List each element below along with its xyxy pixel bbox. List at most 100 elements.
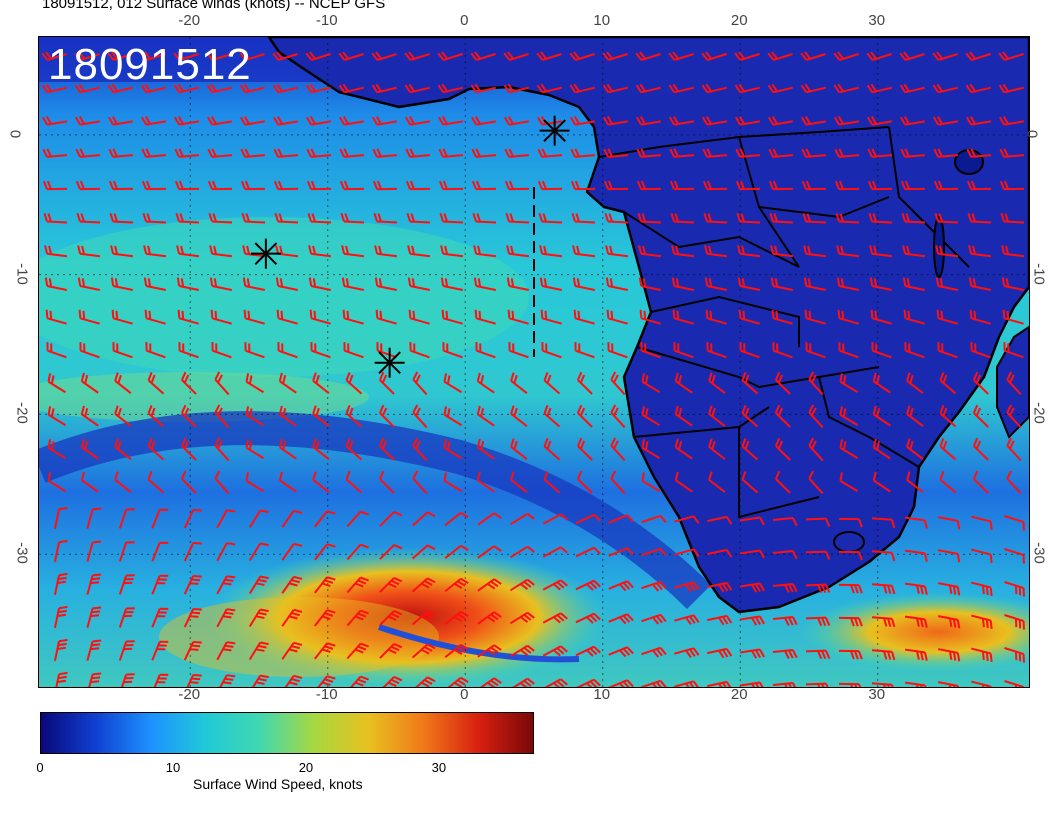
wind-barb bbox=[808, 404, 824, 429]
wind-barb bbox=[606, 309, 628, 325]
wind-barb bbox=[181, 470, 197, 494]
wind-barb bbox=[772, 682, 798, 687]
wind-barb bbox=[107, 51, 133, 61]
wind-barb bbox=[407, 245, 431, 258]
wind-barb bbox=[53, 605, 68, 628]
wind-barb bbox=[372, 116, 398, 126]
wind-barb bbox=[214, 470, 230, 495]
wind-barb bbox=[998, 83, 1024, 94]
wind-barb bbox=[378, 371, 395, 395]
wind-barb bbox=[608, 679, 634, 687]
lat-tick-right: 0 bbox=[1023, 129, 1041, 139]
wind-barb bbox=[508, 342, 529, 359]
wind-barb bbox=[902, 245, 926, 258]
wind-barb bbox=[278, 372, 297, 394]
wind-map[interactable] bbox=[38, 36, 1030, 688]
wind-barb bbox=[802, 213, 827, 224]
wind-barb bbox=[537, 148, 563, 158]
wind-barb bbox=[739, 516, 765, 526]
wind-barb bbox=[86, 540, 102, 562]
wind-barb bbox=[147, 405, 165, 428]
wind-barb bbox=[245, 406, 265, 427]
wind-barb bbox=[805, 517, 831, 527]
wind-barb bbox=[75, 148, 101, 158]
wind-barb bbox=[80, 438, 99, 460]
wind-barb bbox=[543, 438, 561, 461]
wind-barb bbox=[998, 51, 1024, 61]
wind-barb bbox=[75, 116, 101, 126]
wind-barb bbox=[702, 148, 728, 158]
wind-barb bbox=[372, 148, 398, 158]
wind-barb bbox=[999, 116, 1025, 126]
wind-barb bbox=[705, 309, 727, 325]
wind-barb bbox=[346, 576, 369, 594]
wind-barb bbox=[674, 471, 693, 493]
wind-barb bbox=[118, 508, 135, 529]
wind-barb bbox=[602, 51, 628, 61]
wind-barb bbox=[543, 471, 561, 494]
wind-barb bbox=[244, 342, 265, 359]
wind-barb bbox=[53, 572, 68, 595]
wind-barb bbox=[871, 517, 896, 529]
storm-markers bbox=[250, 115, 570, 378]
wind-barb bbox=[314, 543, 336, 561]
wind-barb bbox=[934, 213, 959, 224]
wind-barb bbox=[216, 575, 236, 595]
wind-barb bbox=[971, 680, 993, 687]
wind-barb bbox=[638, 277, 662, 291]
wind-barb bbox=[965, 83, 991, 94]
wind-barb bbox=[966, 180, 992, 191]
wind-barb bbox=[374, 245, 398, 258]
wind-barb bbox=[774, 371, 791, 395]
wind-barb bbox=[477, 512, 502, 526]
wind-barb bbox=[537, 180, 563, 191]
wind-barb bbox=[641, 547, 667, 557]
wind-barb bbox=[151, 673, 169, 687]
wind-barb bbox=[603, 180, 629, 191]
wind-barb bbox=[638, 245, 662, 258]
wind-barb bbox=[900, 180, 926, 191]
wind-barb bbox=[971, 581, 993, 597]
lon-tick-top: 30 bbox=[868, 12, 886, 29]
page-title: 18091512, 012 Surface winds (knots) -- N… bbox=[42, 0, 386, 12]
wind-barb bbox=[442, 342, 463, 359]
wind-barb bbox=[871, 550, 896, 562]
wind-barb bbox=[80, 372, 99, 394]
wind-barb bbox=[412, 470, 428, 495]
wind-barb bbox=[641, 373, 661, 394]
wind-barb bbox=[379, 642, 403, 659]
wind-barb bbox=[542, 546, 568, 558]
wind-barb bbox=[540, 309, 562, 325]
wind-barb bbox=[86, 573, 102, 595]
wind-barb bbox=[183, 574, 202, 595]
wind-barb bbox=[939, 405, 957, 428]
wind-barb bbox=[739, 615, 765, 626]
wind-barb bbox=[444, 676, 469, 687]
wind-barb bbox=[118, 607, 135, 628]
wind-barb bbox=[673, 342, 694, 359]
wind-barb bbox=[906, 471, 924, 493]
wind-barb bbox=[833, 83, 859, 94]
wind-barb bbox=[972, 470, 989, 494]
wind-barb bbox=[470, 51, 496, 61]
lon-tick-bottom: 0 bbox=[460, 686, 469, 703]
wind-barb bbox=[569, 51, 595, 61]
wind-barb bbox=[570, 180, 596, 191]
wind-barb bbox=[670, 213, 695, 224]
wind-barb bbox=[641, 439, 661, 460]
wind-barb bbox=[839, 439, 859, 460]
wind-barb bbox=[702, 180, 728, 191]
colorbar bbox=[40, 712, 534, 754]
wind-barb bbox=[245, 373, 265, 394]
wind-barb bbox=[735, 116, 761, 126]
wind-barb bbox=[970, 342, 991, 359]
southern-jet bbox=[209, 547, 609, 687]
wind-barb bbox=[110, 277, 134, 291]
wind-barb bbox=[411, 676, 436, 687]
wind-barb bbox=[278, 405, 297, 427]
wind-barb bbox=[440, 245, 464, 258]
wind-barb bbox=[573, 309, 595, 325]
wind-barb bbox=[839, 472, 859, 493]
wind-barb bbox=[707, 614, 733, 626]
wind-barb bbox=[641, 472, 661, 493]
